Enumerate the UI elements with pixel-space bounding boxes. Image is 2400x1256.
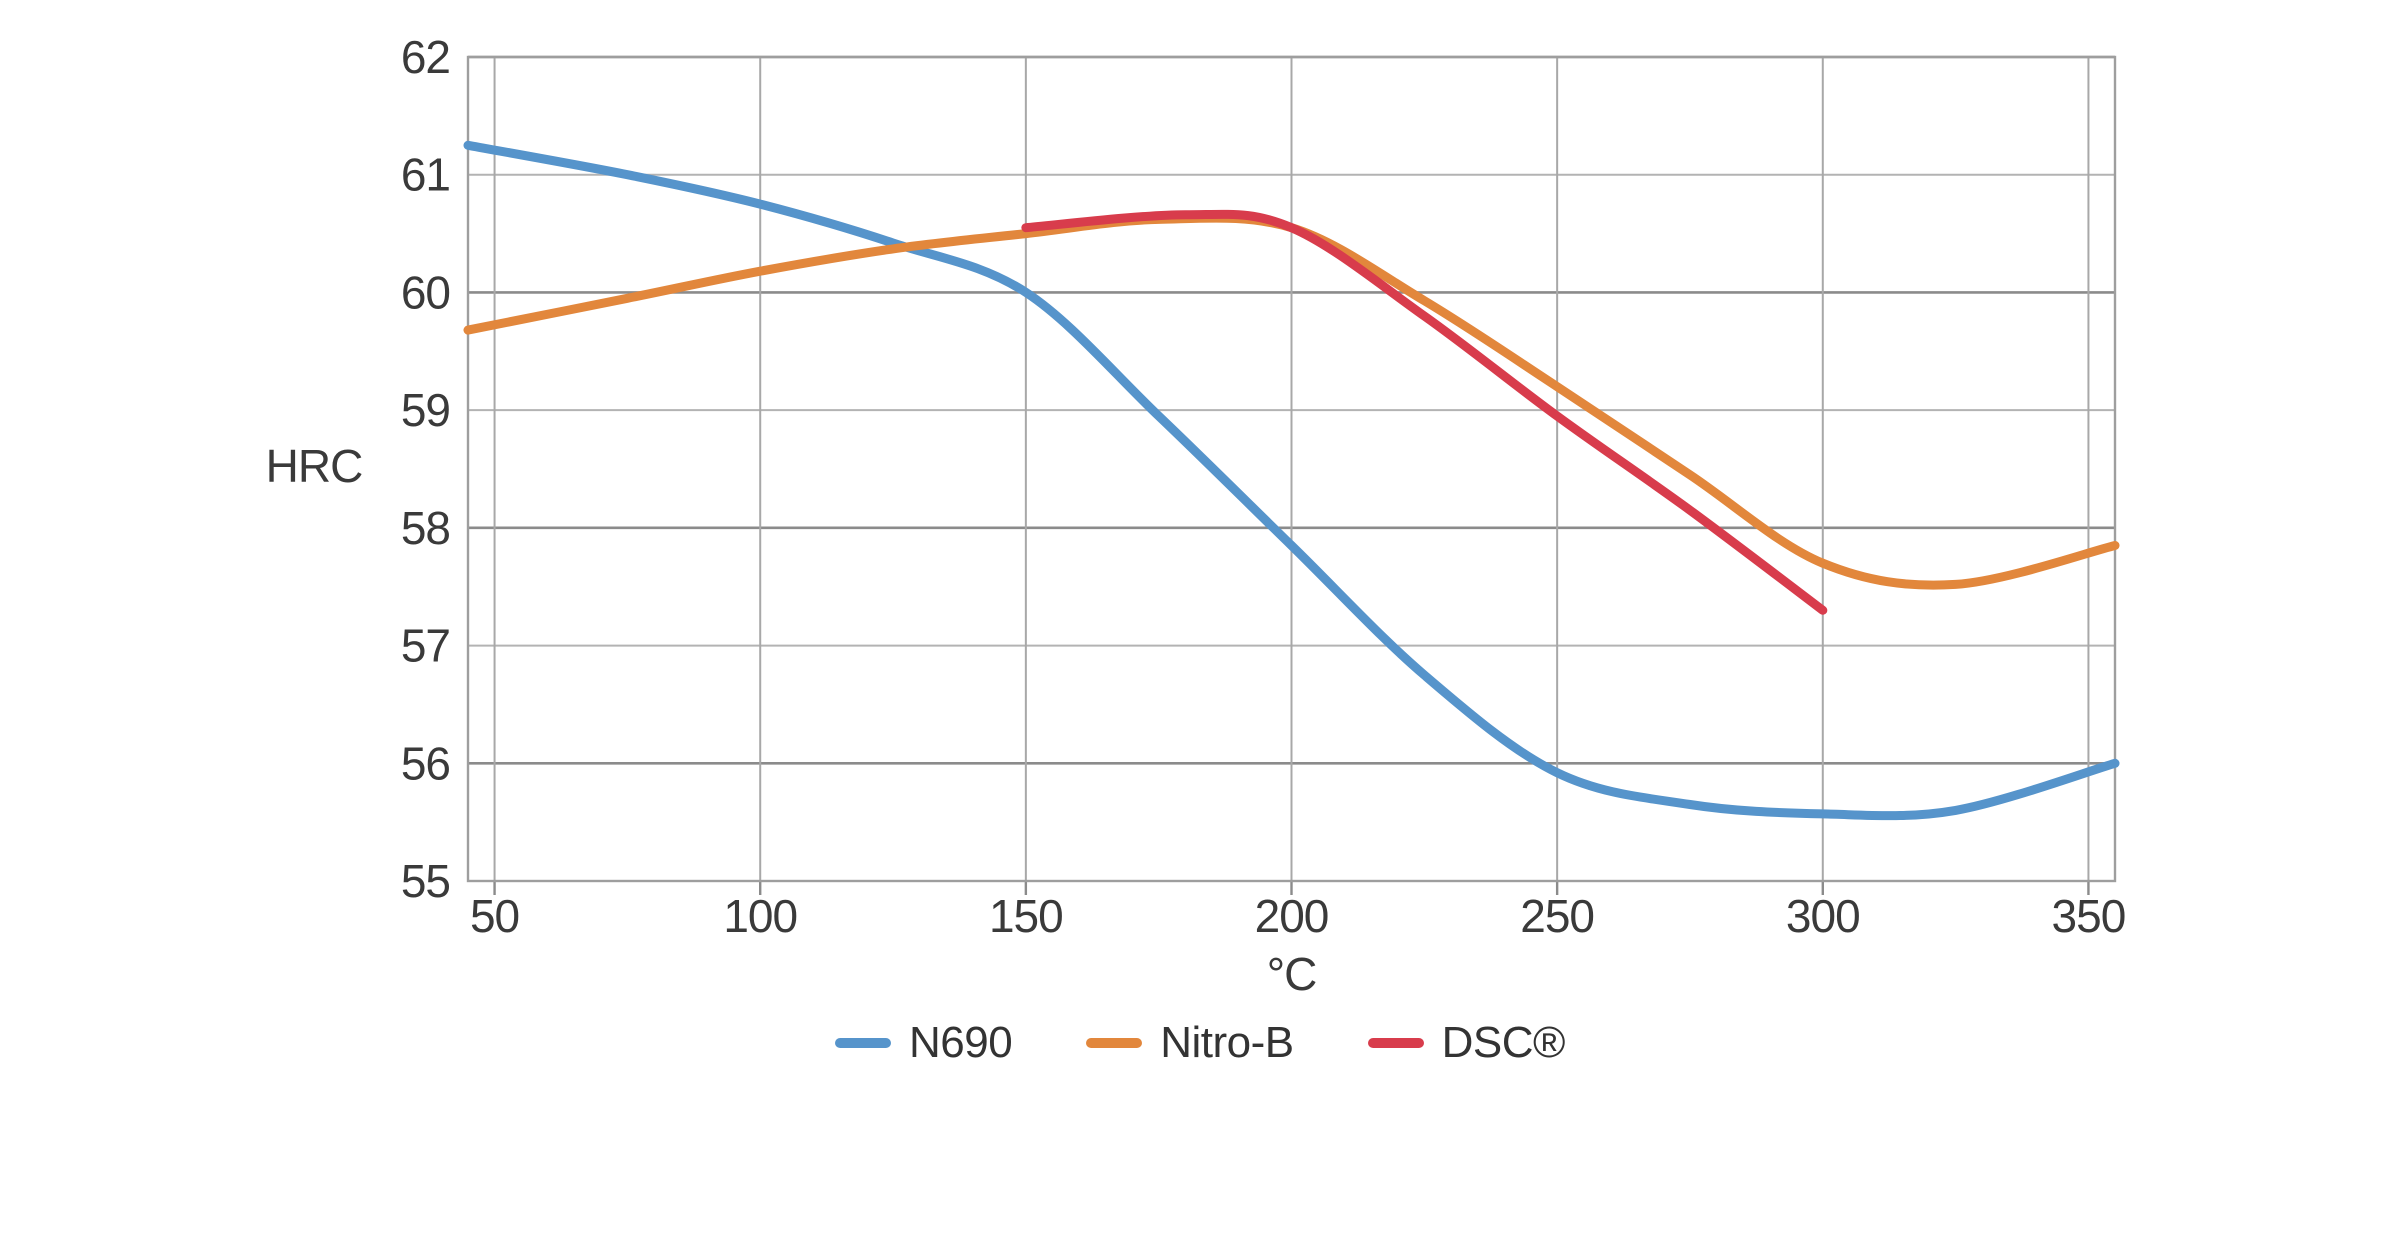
legend-swatch-icon [1367,1038,1424,1048]
x-axis-title: °C [1267,948,1317,1000]
legend-label: Nitro-B [1160,1018,1294,1067]
x-tick-label-150: 150 [989,890,1063,942]
x-tick-label-50: 50 [470,890,519,942]
y-tick-label-61: 61 [401,149,450,201]
y-axis-title: HRC [266,440,363,492]
x-tick-label-350: 350 [2052,890,2126,942]
x-tick-label-100: 100 [723,890,797,942]
y-tick-label-57: 57 [401,620,450,672]
legend-swatch-icon [835,1038,892,1048]
legend-item-n690: N690 [835,1018,1013,1068]
legend-swatch-icon [1086,1038,1143,1048]
y-tick-label-59: 59 [401,384,450,436]
legend-item-dsc: DSC® [1367,1018,1566,1068]
chart-legend: N690 Nitro-B DSC® [0,1018,2400,1068]
plot-border [466,55,2117,883]
y-tick-label-60: 60 [401,266,450,318]
x-tick-label-250: 250 [1520,890,1594,942]
legend-label: N690 [909,1018,1013,1067]
y-tick-label-62: 62 [401,31,450,83]
series-line-dsc [1021,209,1828,615]
y-tick-label-58: 58 [401,502,450,554]
legend-item-nitro-b: Nitro-B [1086,1018,1294,1068]
legend-label: DSC® [1441,1018,1566,1067]
y-tick-label-56: 56 [401,737,450,789]
x-tick-label-200: 200 [1255,890,1329,942]
x-tick-label-300: 300 [1786,890,1860,942]
y-tick-label-55: 55 [401,855,450,907]
series-line-n690 [463,140,2120,821]
